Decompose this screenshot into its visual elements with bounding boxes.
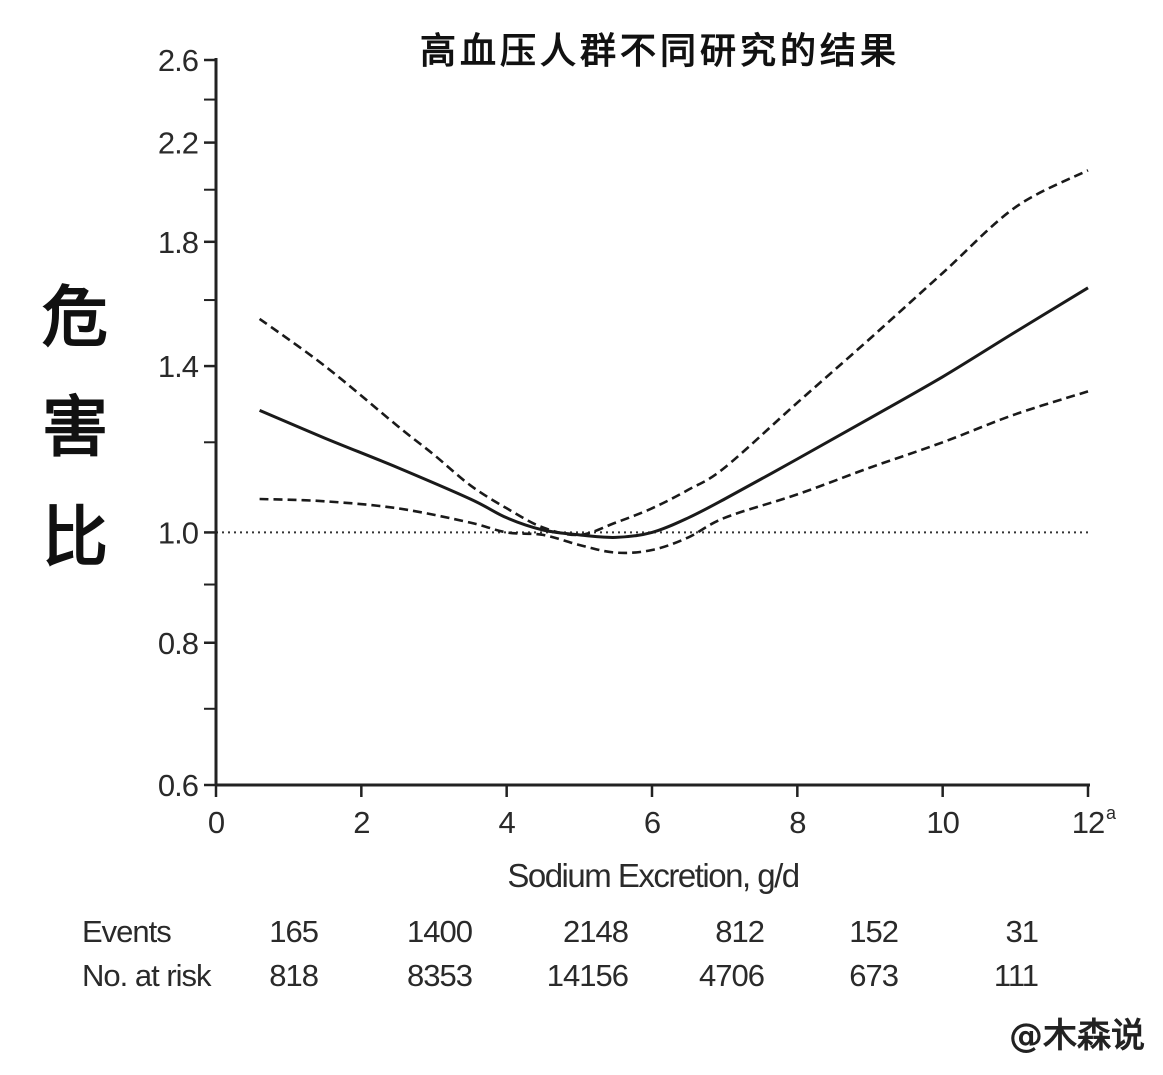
- y-axis-label-char: 比: [42, 499, 108, 576]
- x-axis-title: Sodium Excretion, g/d: [507, 857, 798, 894]
- risk-table-cell: 14156: [547, 958, 628, 993]
- y-tick-label: 1.8: [158, 225, 198, 260]
- y-tick-label: 2.6: [158, 43, 198, 78]
- risk-table: Events 165 1400 2148 812 152 31 No. at risk 818 8…: [82, 914, 1039, 993]
- axes: 0.6 0.8 1.0 1.4 1.8 2.2 2.6 0 2 4 6 8 10 12 a: [158, 43, 1118, 840]
- x-tick-superscript: a: [1106, 803, 1117, 823]
- y-tick-label: 2.2: [158, 126, 198, 161]
- risk-table-row-label: No. at risk: [82, 958, 212, 993]
- y-axis-label: 危害比: [42, 279, 108, 576]
- y-axis-label-char: 危: [42, 279, 108, 356]
- watermark: @木森说: [1009, 1016, 1145, 1056]
- x-tick-label: 2: [353, 805, 369, 840]
- y-tick-label: 1.4: [158, 349, 199, 384]
- x-tick-label: 6: [644, 805, 660, 840]
- risk-table-row-label: Events: [82, 914, 171, 949]
- series-line-lower-ci: [259, 390, 1089, 555]
- x-tick-label: 0: [208, 805, 225, 840]
- risk-table-cell: 111: [994, 958, 1038, 993]
- chart-title: 高血压人群不同研究的结果: [420, 31, 900, 72]
- risk-table-cell: 31: [1006, 914, 1038, 949]
- y-tick-label: 0.8: [158, 626, 198, 661]
- series-group: [258, 169, 1089, 555]
- risk-table-cell: 152: [849, 914, 898, 949]
- x-tick-label: 10: [926, 805, 959, 840]
- risk-table-cell: 812: [715, 914, 764, 949]
- y-tick-label: 1.0: [158, 515, 199, 550]
- risk-table-cell: 2148: [563, 914, 628, 949]
- x-tick-label: 4: [499, 805, 516, 840]
- risk-table-cell: 818: [269, 958, 318, 993]
- series-line-upper-ci: [258, 169, 1089, 537]
- y-tick-label: 0.6: [158, 768, 198, 803]
- x-tick-label: 12: [1072, 805, 1104, 840]
- risk-table-cell: 4706: [699, 958, 764, 993]
- risk-table-cell: 165: [269, 914, 318, 949]
- y-axis-label-char: 害: [42, 389, 108, 466]
- watermark-text: @木森说: [1009, 1016, 1145, 1056]
- risk-table-cell: 1400: [407, 914, 473, 949]
- x-tick-label: 8: [789, 805, 805, 840]
- risk-table-cell: 673: [849, 958, 898, 993]
- risk-table-cell: 8353: [407, 958, 472, 993]
- series-line-estimate: [259, 286, 1089, 539]
